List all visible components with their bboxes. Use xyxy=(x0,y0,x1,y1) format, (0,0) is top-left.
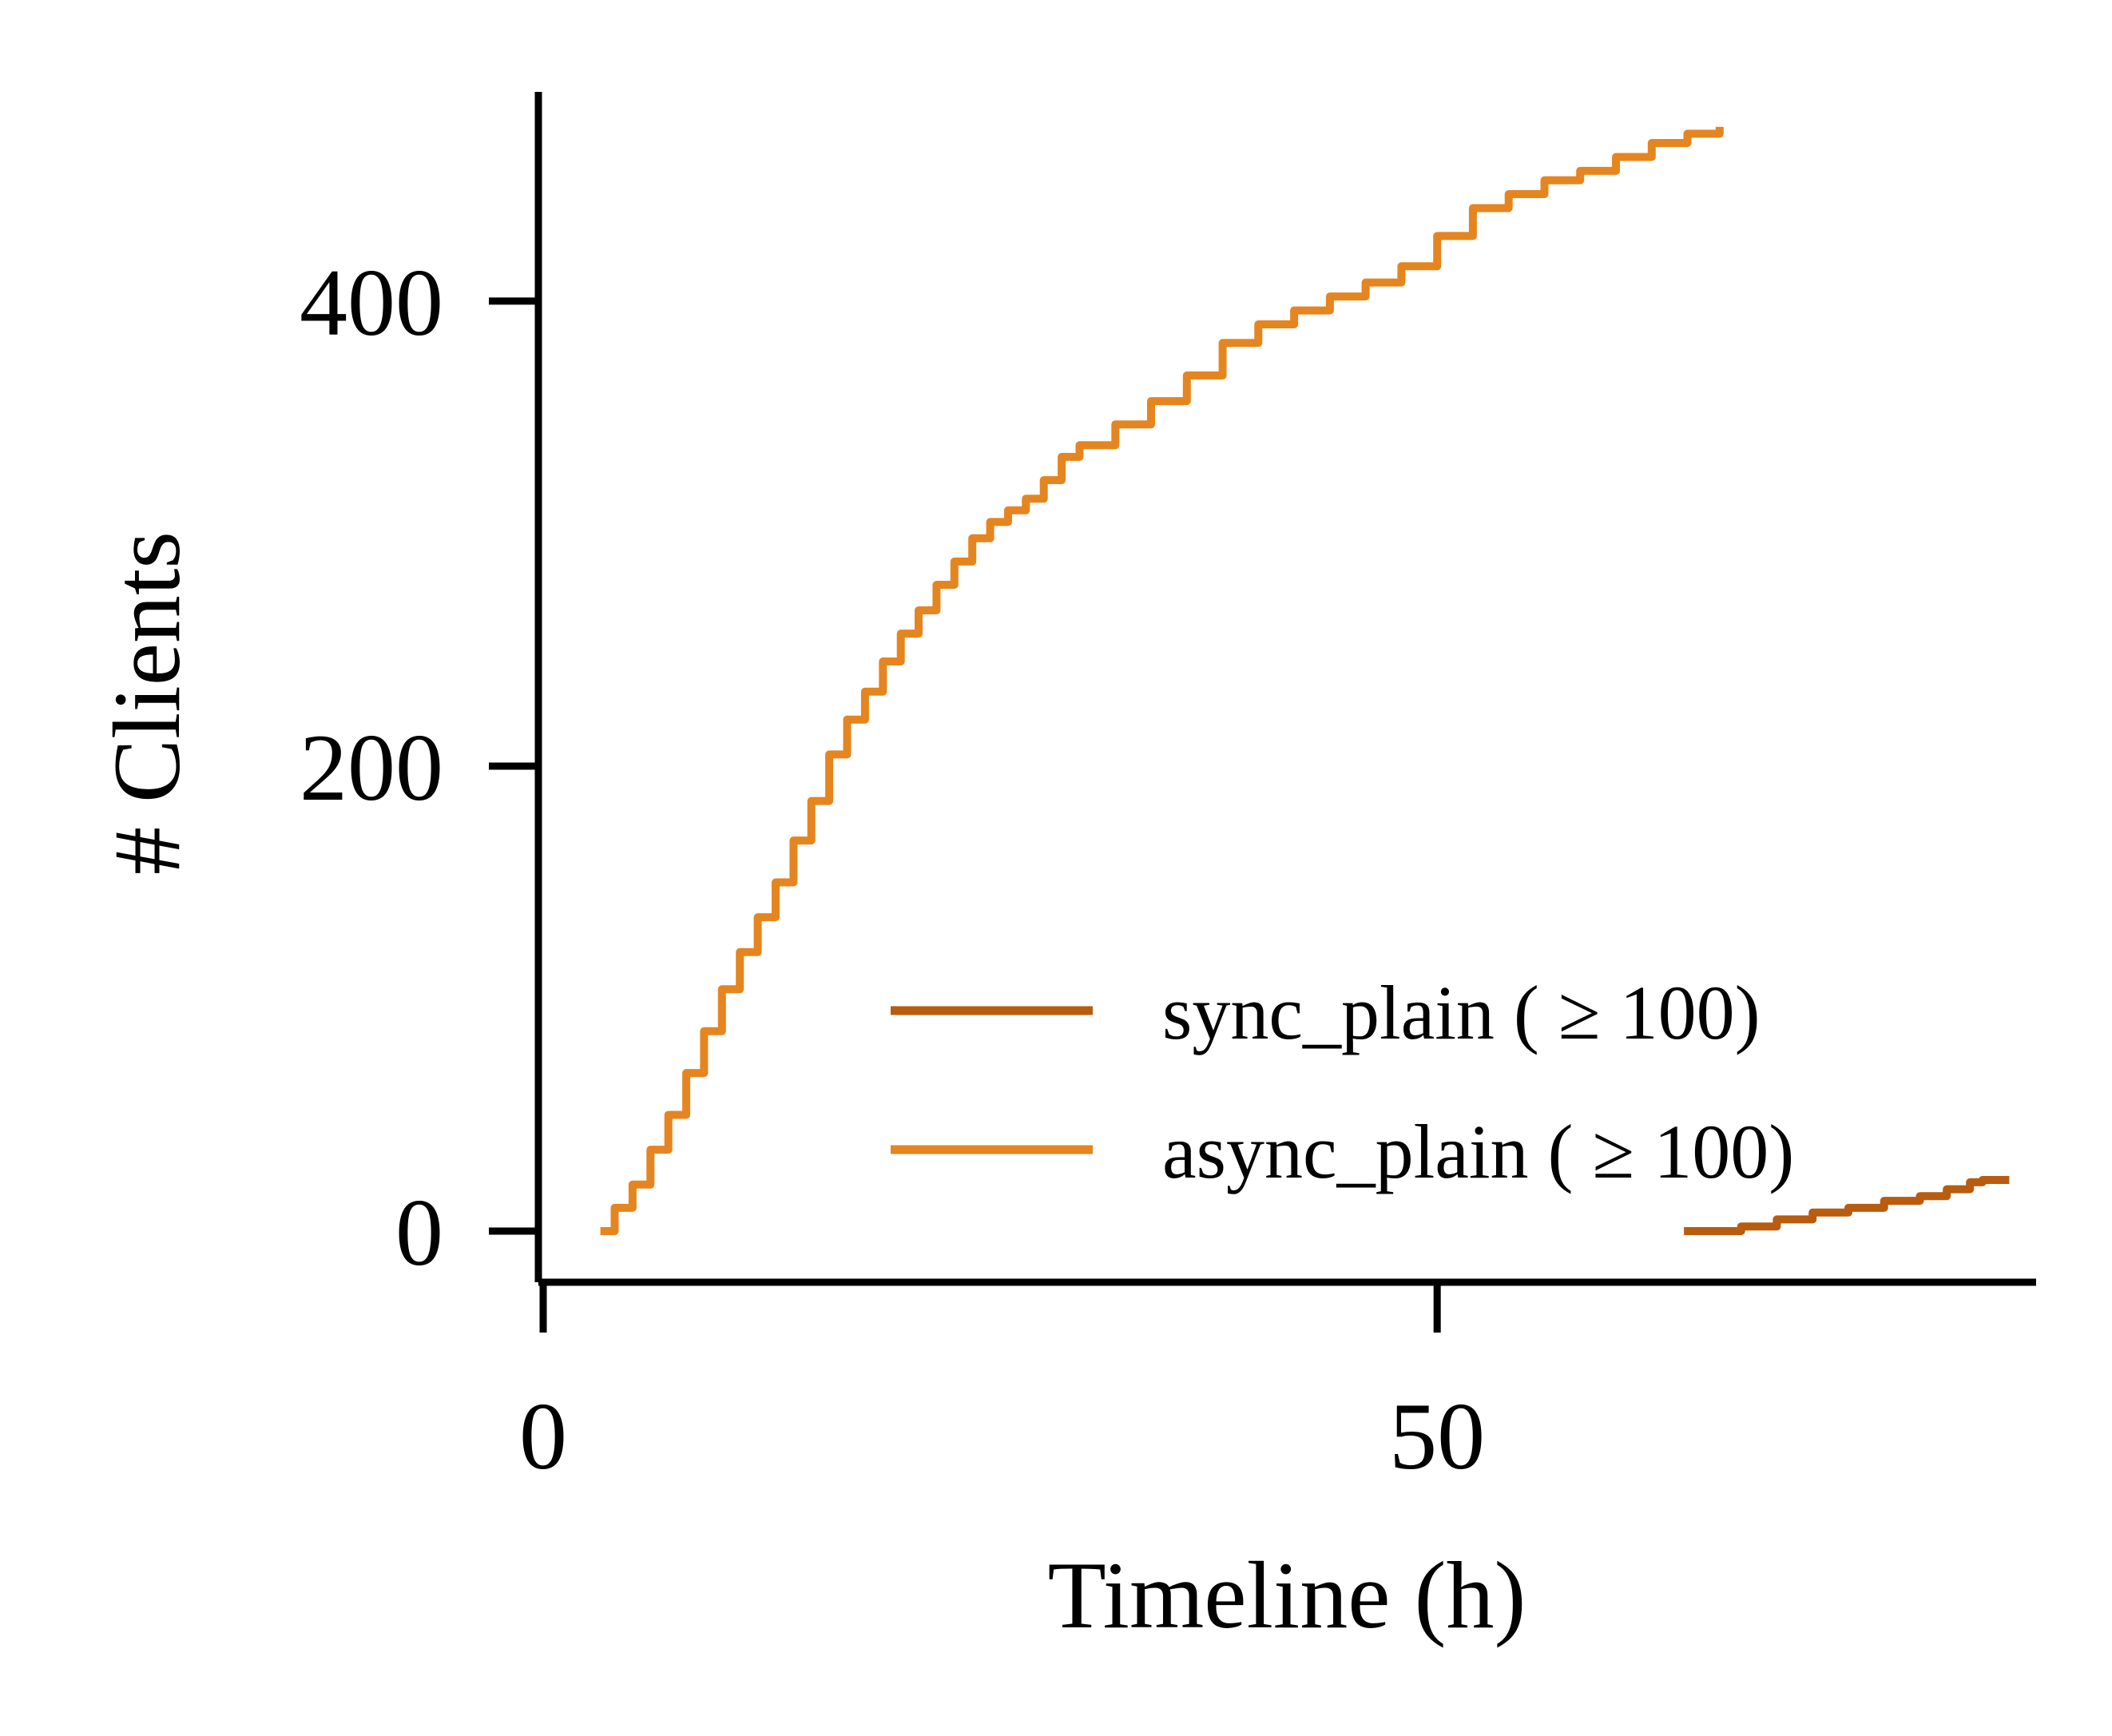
y-axis-title: # Clients xyxy=(93,531,200,875)
legend-label-async-plain: async_plain ( ≥ 100) xyxy=(1162,1109,1794,1194)
y-tick-label-200: 200 xyxy=(300,714,443,820)
x-axis-title: Timeline (h) xyxy=(1048,1542,1526,1648)
x-tick-label-0: 0 xyxy=(519,1383,567,1489)
plot-lines xyxy=(600,126,2010,1235)
series-line-async-plain xyxy=(600,126,1724,1235)
series-line-sync-plain xyxy=(1684,1176,2010,1235)
y-tick-label-0: 0 xyxy=(395,1179,443,1285)
legend-label-sync-plain: sync_plain ( ≥ 100) xyxy=(1162,970,1761,1055)
x-tick-label-50: 50 xyxy=(1389,1383,1485,1489)
y-tick-label-400: 400 xyxy=(300,249,443,356)
x-ticks: 0 50 xyxy=(519,1282,1485,1489)
legend: sync_plain ( ≥ 100) async_plain ( ≥ 100) xyxy=(891,970,1794,1194)
y-ticks: 0 200 400 xyxy=(300,249,538,1285)
